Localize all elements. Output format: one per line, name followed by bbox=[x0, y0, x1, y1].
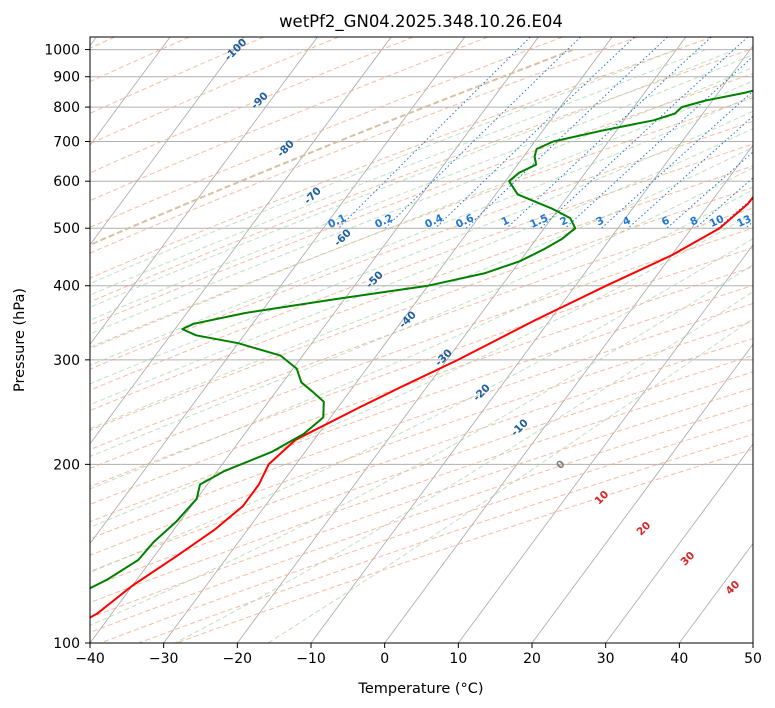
isotherm-line bbox=[457, 244, 753, 643]
y-axis: 100 200 300 400 500 600 700 800 900 1000 bbox=[44, 43, 90, 652]
dry-adiabat-line bbox=[90, 337, 753, 572]
dry-adiabat-line bbox=[90, 37, 713, 279]
y-tick-label: 100 bbox=[53, 636, 80, 652]
x-axis: −40 −30 −20 −10 0 10 20 30 40 50 bbox=[75, 643, 762, 667]
moist-adiabat-line bbox=[90, 127, 753, 406]
plot-frame bbox=[89, 36, 754, 644]
isotherm-line bbox=[384, 144, 753, 643]
isotherm-line bbox=[90, 37, 539, 643]
y-tick-label: 500 bbox=[53, 221, 80, 237]
dry-adiabat-line bbox=[90, 302, 753, 540]
dewpoint-profile-line bbox=[90, 89, 753, 590]
mixing-ratio-line bbox=[601, 90, 753, 229]
isotherm-line bbox=[90, 37, 171, 147]
dry-adiabat-line bbox=[90, 284, 753, 523]
mixing-ratio-line bbox=[564, 55, 753, 229]
dry-adiabat-line bbox=[90, 186, 753, 431]
isotherm-line bbox=[90, 37, 318, 346]
moist-adiabat-line bbox=[90, 167, 753, 457]
moist-adiabat-line bbox=[90, 238, 753, 574]
x-tick-label: 50 bbox=[744, 651, 762, 667]
moist-adiabat-line bbox=[90, 54, 753, 321]
reference-curve bbox=[90, 48, 574, 247]
x-tick-label: −30 bbox=[149, 651, 179, 667]
dry-adiabat-line bbox=[90, 207, 753, 451]
moist-adiabat-line bbox=[90, 80, 753, 350]
mixing-ratio-line bbox=[506, 37, 712, 229]
x-tick-label: 10 bbox=[449, 651, 467, 667]
isotherm-line bbox=[90, 37, 392, 445]
x-tick-label: 0 bbox=[380, 651, 389, 667]
mixing-ratio-label: 2 bbox=[558, 215, 570, 229]
isotherm-line bbox=[163, 37, 613, 643]
dry-adiabat-line bbox=[90, 48, 753, 303]
x-tick-label: 30 bbox=[597, 651, 615, 667]
mixing-ratio-label: 8 bbox=[688, 215, 700, 229]
moist-adiabat-line bbox=[90, 49, 707, 296]
dry-adiabat-line bbox=[90, 37, 414, 174]
isotherm-line bbox=[236, 37, 687, 643]
moist-adiabat-line bbox=[90, 66, 753, 335]
mixing-ratio-label: 4 bbox=[621, 215, 633, 229]
moist-adiabat-line bbox=[90, 49, 677, 285]
mixing-ratio-label: 3 bbox=[594, 215, 606, 229]
moist-adiabat-line bbox=[174, 291, 753, 643]
x-tick-label: −40 bbox=[75, 651, 105, 667]
y-tick-label: 900 bbox=[53, 70, 80, 86]
dry-adiabat-line bbox=[90, 73, 753, 326]
mixing-ratio-label: 1 bbox=[500, 215, 512, 229]
y-axis-label: Pressure (hPa) bbox=[12, 288, 28, 392]
chart-title: wetPf2_GN04.2025.348.10.26.E04 bbox=[279, 12, 563, 32]
y-tick-label: 700 bbox=[53, 134, 80, 150]
dry-adiabat-line bbox=[90, 97, 753, 348]
x-axis-label: Temperature (°C) bbox=[357, 681, 483, 697]
moist-adiabat-line bbox=[267, 318, 753, 643]
x-tick-label: 40 bbox=[670, 651, 688, 667]
dry-adiabat-line bbox=[90, 37, 638, 254]
mixing-ratio-line bbox=[338, 37, 531, 229]
dry-adiabat-line bbox=[90, 37, 489, 202]
mixing-ratio-label: 6 bbox=[660, 215, 672, 229]
mixing-ratio-line bbox=[666, 151, 753, 229]
y-tick-label: 200 bbox=[53, 457, 80, 473]
dry-adiabat-line bbox=[90, 354, 753, 588]
y-tick-label: 400 bbox=[53, 279, 80, 295]
dry-adiabat-line bbox=[90, 37, 339, 145]
plot-background bbox=[90, 37, 753, 643]
background-lines bbox=[90, 37, 753, 643]
isotherm-line bbox=[90, 37, 466, 545]
dry-adiabat-line bbox=[90, 37, 563, 228]
dry-adiabat-line bbox=[90, 37, 264, 114]
profile-lines bbox=[90, 89, 753, 619]
isotherm-line bbox=[531, 343, 753, 643]
y-tick-label: 800 bbox=[53, 100, 80, 116]
isotherm-line bbox=[605, 443, 753, 643]
moist-adiabat-line bbox=[90, 189, 753, 490]
x-tick-label: 20 bbox=[523, 651, 541, 667]
dry-adiabat-line bbox=[90, 266, 753, 505]
x-tick-label: −20 bbox=[223, 651, 253, 667]
moist-adiabat-line bbox=[90, 264, 753, 626]
temperature-profile-line bbox=[90, 195, 753, 619]
dry-adiabat-line bbox=[90, 227, 753, 469]
mixing-ratio-line bbox=[384, 37, 581, 229]
y-tick-label: 600 bbox=[53, 174, 80, 190]
moist-adiabat-line bbox=[90, 146, 753, 430]
mixing-ratio-line bbox=[434, 37, 635, 229]
dry-adiabat-line bbox=[90, 371, 753, 604]
moist-adiabat-line bbox=[90, 49, 736, 308]
moist-adiabat-line bbox=[90, 212, 753, 528]
dry-adiabat-line bbox=[90, 320, 753, 556]
x-tick-label: −10 bbox=[296, 651, 326, 667]
y-tick-label: 1000 bbox=[44, 43, 80, 59]
dry-adiabat-line bbox=[90, 387, 753, 619]
y-tick-label: 300 bbox=[53, 353, 80, 369]
mixing-ratio-label: 13 bbox=[735, 213, 753, 230]
